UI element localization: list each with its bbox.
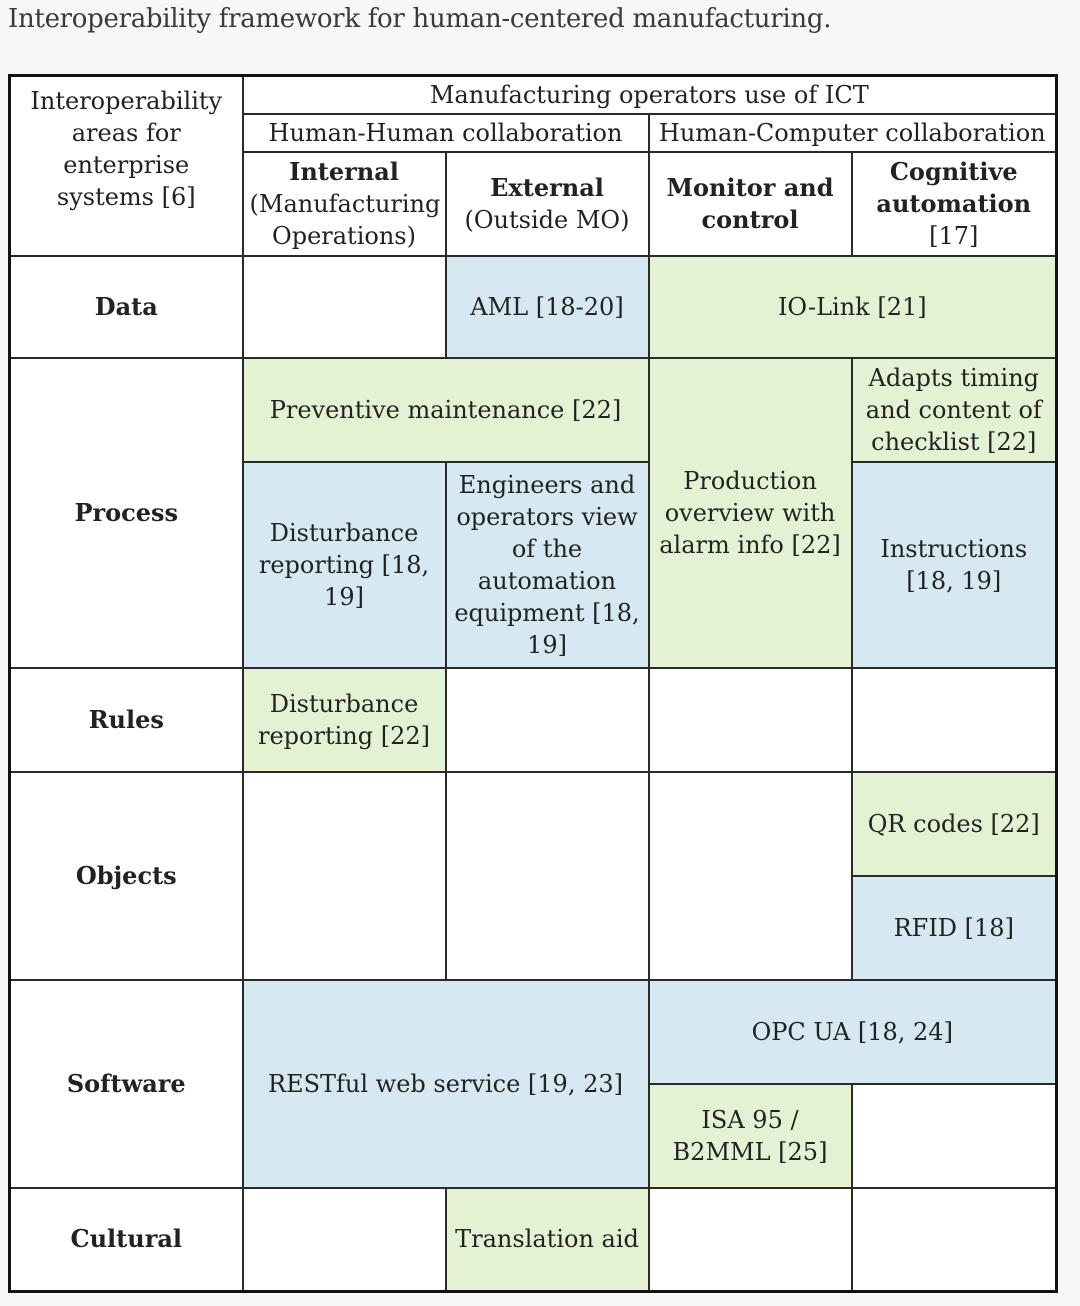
cell-software-restful-web-service: RESTful web service [19, 23] xyxy=(241,978,650,1189)
cell-objects-external xyxy=(444,770,650,981)
cell-objects-rfid: RFID [18] xyxy=(850,874,1058,981)
figure-caption: Interoperability framework for human-cen… xyxy=(8,4,832,34)
header-human-computer-collaboration: Human-Computer collaboration xyxy=(647,112,1058,153)
cell-objects-internal xyxy=(241,770,447,981)
column-header-internal-title: Internal xyxy=(289,156,399,186)
cell-cultural-translation-aid: Translation aid xyxy=(444,1186,650,1293)
cell-process-preventive-maintenance: Preventive maintenance [22] xyxy=(241,356,650,463)
column-header-monitor-and-control: Monitor and control xyxy=(647,150,853,257)
column-header-internal: Internal (Manufacturing Operations) xyxy=(241,150,447,257)
corner-header-interoperability-areas: Interoperability areas for enterprise sy… xyxy=(8,74,244,257)
column-header-external-title: External xyxy=(490,172,604,202)
row-label-process: Process xyxy=(8,356,244,669)
cell-objects-monitor xyxy=(647,770,853,981)
row-label-cultural: Cultural xyxy=(8,1186,244,1293)
row-label-objects: Objects xyxy=(8,770,244,981)
cell-process-instructions: Instructions [18, 19] xyxy=(850,460,1058,669)
cell-software-isa95-b2mml: ISA 95 / B2MML [25] xyxy=(647,1082,853,1189)
column-header-monitor-title: Monitor and control xyxy=(666,172,834,234)
cell-process-adapts-timing: Adapts timing and content of checklist [… xyxy=(850,356,1058,463)
cell-cultural-monitor xyxy=(647,1186,853,1293)
cell-process-production-overview: Production overview with alarm info [22] xyxy=(647,356,853,669)
cell-objects-qr-codes: QR codes [22] xyxy=(850,770,1058,877)
column-header-external: External (Outside MO) xyxy=(444,150,650,257)
row-label-rules: Rules xyxy=(8,666,244,773)
cell-rules-cognitive xyxy=(850,666,1058,773)
cell-rules-external xyxy=(444,666,650,773)
cell-cultural-cognitive xyxy=(850,1186,1058,1293)
cell-rules-monitor xyxy=(647,666,853,773)
column-header-cognitive-title: Cognitive automation xyxy=(876,156,1032,218)
cell-data-iolink: IO-Link [21] xyxy=(647,254,1058,359)
header-human-human-collaboration: Human-Human collaboration xyxy=(241,112,650,153)
column-header-cognitive-ref: [17] xyxy=(929,221,979,250)
cell-software-cognitive xyxy=(850,1082,1058,1189)
cell-data-internal xyxy=(241,254,447,359)
cell-process-disturbance-reporting: Disturbance reporting [18, 19] xyxy=(241,460,447,669)
cell-data-aml: AML [18-20] xyxy=(444,254,650,359)
cell-software-opc-ua: OPC UA [18, 24] xyxy=(647,978,1058,1085)
row-label-software: Software xyxy=(8,978,244,1189)
header-manufacturing-operators-use-of-ict: Manufacturing operators use of ICT xyxy=(241,74,1058,115)
column-header-cognitive-automation: Cognitive automation [17] xyxy=(850,150,1058,257)
cell-cultural-internal xyxy=(241,1186,447,1293)
column-header-external-subtitle: (Outside MO) xyxy=(464,205,630,234)
interoperability-framework-table: Interoperability areas for enterprise sy… xyxy=(8,74,1059,1293)
cell-process-engineers-operators-view: Engineers and operators view of the auto… xyxy=(444,460,650,669)
column-header-internal-subtitle: (Manufacturing Operations) xyxy=(249,189,441,250)
row-label-data: Data xyxy=(8,254,244,359)
cell-rules-disturbance-reporting: Disturbance reporting [22] xyxy=(241,666,447,773)
